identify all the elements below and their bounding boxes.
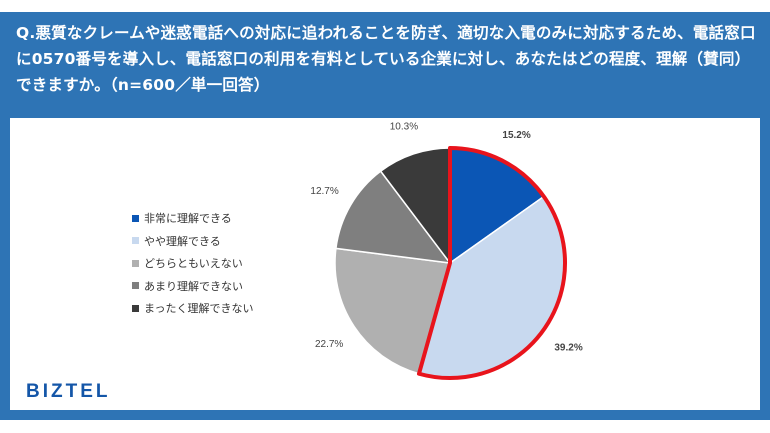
question-title: Q.悪質なクレームや迷惑電話への対応に追われることを防ぎ、適切な入電のみに対応す… (16, 24, 756, 94)
data-label: 10.3% (390, 122, 418, 133)
legend-item: まったく理解できない (132, 297, 254, 320)
data-label: 15.2% (502, 130, 530, 141)
legend-swatch (132, 214, 139, 222)
legend-swatch (132, 304, 139, 312)
legend-label: どちらともいえない (144, 257, 243, 271)
biztel-logo: BIZTEL (26, 381, 111, 402)
legend-swatch (132, 259, 139, 267)
highlight-outline (416, 146, 567, 380)
data-label: 39.2% (554, 342, 582, 353)
legend-swatch (132, 237, 139, 245)
legend-swatch (132, 282, 139, 290)
legend-item: どちらともいえない (132, 252, 254, 275)
legend: 非常に理解できる やや理解できるどちらともいえない あまり理解できない まったく理解で… (132, 207, 254, 320)
legend-item: 非常に理解できる (132, 207, 254, 230)
data-label: 12.7% (310, 186, 338, 197)
legend-item: あまり理解できない (132, 275, 254, 298)
legend-label: まったく理解できない (144, 302, 254, 316)
pie-slice (335, 170, 452, 264)
legend-label: あまり理解できない (144, 279, 243, 293)
legend-item: やや理解できる (132, 230, 254, 253)
data-label: 22.7% (315, 339, 343, 350)
legend-label: やや理解できる (144, 234, 221, 248)
legend-label: 非常に理解できる (144, 212, 232, 226)
pie-slice (334, 247, 451, 375)
